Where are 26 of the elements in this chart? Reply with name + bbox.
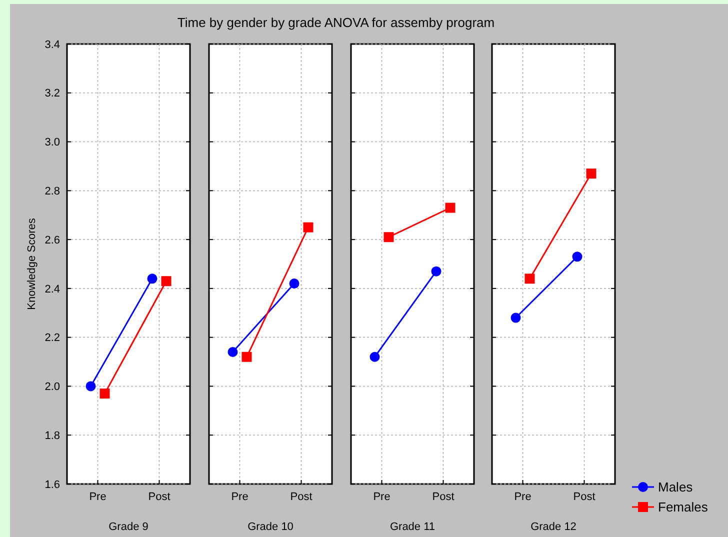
x-axis-title: Grade 12	[530, 521, 576, 533]
y-tick-label: 2.6	[44, 234, 60, 246]
x-tick-label: Post	[573, 491, 596, 503]
x-axis-title: Grade 10	[248, 521, 294, 533]
x-tick-label: Pre	[373, 491, 390, 503]
y-tick-label: 2.0	[44, 381, 60, 394]
y-tick-label: 3.2	[44, 88, 60, 100]
x-tick-label: Post	[432, 491, 454, 503]
y-tick-label: 3.4	[44, 38, 60, 51]
y-axis-title: Knowledge Scores	[26, 218, 38, 310]
legend-label: Males	[658, 480, 694, 495]
x-tick-label: Post	[148, 491, 170, 503]
y-tick-label: 1.6	[44, 478, 60, 491]
x-axis-title: Grade 11	[390, 521, 436, 533]
text: Time by gender by grade ANOVA for assemby program	[177, 15, 495, 30]
y-tick-label: 1.8	[44, 430, 60, 442]
x-axis-title: Grade 9	[108, 521, 148, 533]
legend-label: Females	[658, 500, 708, 515]
x-tick-label: Pre	[89, 491, 106, 503]
x-tick-label: Post	[290, 491, 312, 503]
y-tick-label: 2.4	[44, 283, 60, 296]
x-tick-label: Pre	[514, 491, 532, 503]
y-tick-label: 3.0	[44, 136, 60, 149]
x-tick-label: Pre	[231, 491, 248, 503]
y-tick-label: 2.2	[44, 332, 60, 344]
y-tick-label: 2.8	[44, 186, 60, 198]
